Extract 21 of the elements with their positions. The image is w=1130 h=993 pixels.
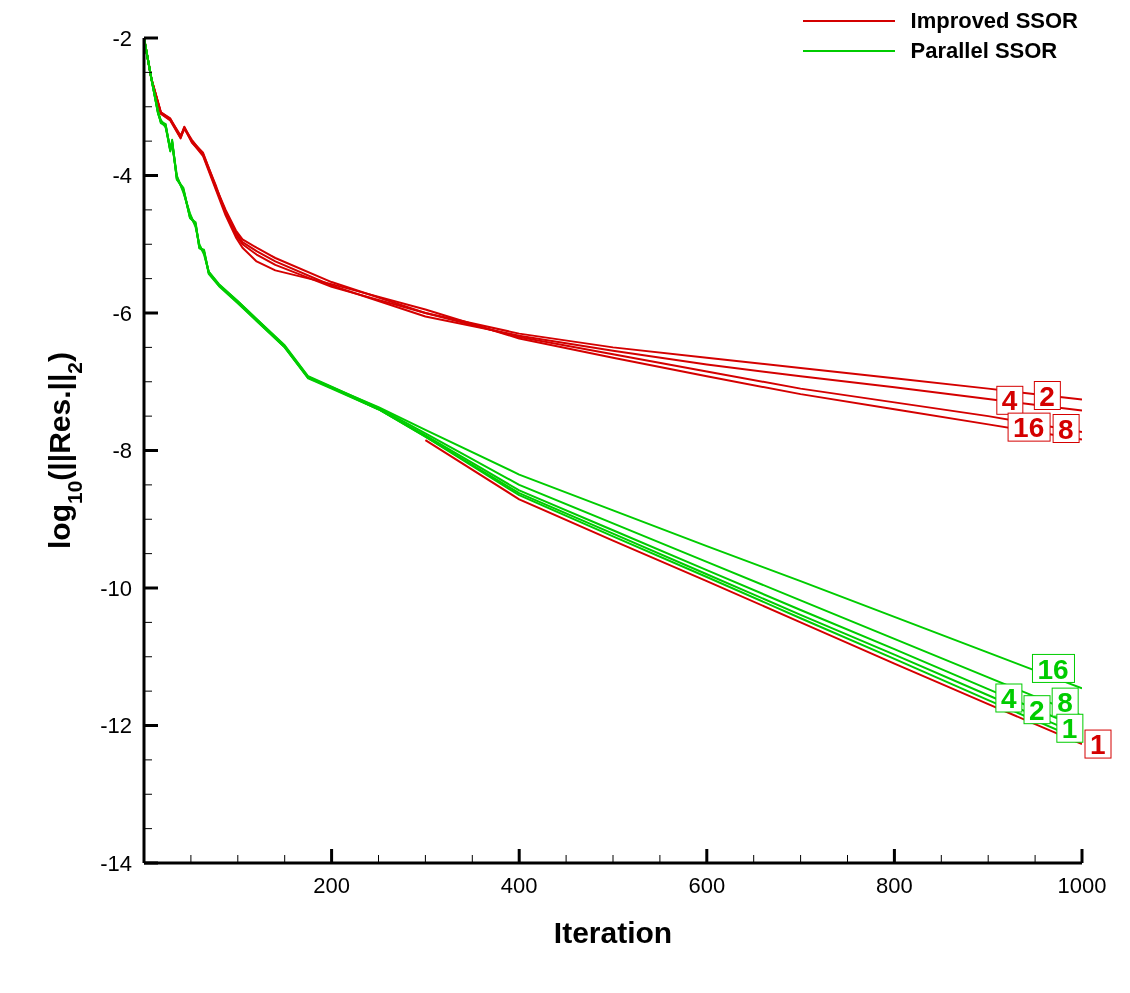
y-tick-label: -2 — [112, 25, 132, 51]
y-tick-label: -4 — [112, 163, 132, 189]
x-tick-label: 600 — [688, 872, 726, 898]
annotation: 16 — [1037, 653, 1069, 685]
y-tick-label: -14 — [100, 850, 132, 876]
x-tick-label: 800 — [876, 872, 913, 898]
legend-label: Improved SSOR — [910, 8, 1078, 34]
annotation: 8 — [1058, 413, 1074, 445]
annotation: 2 — [1039, 380, 1055, 412]
y-tick-label: -8 — [112, 438, 132, 464]
y-tick-label: -6 — [112, 300, 132, 326]
legend-label: Parallel SSOR — [910, 38, 1058, 64]
annotation: 1 — [1090, 729, 1106, 761]
y-tick-label: -10 — [100, 575, 132, 601]
annotation: 4 — [1000, 683, 1017, 715]
x-axis-title: Iteration — [553, 916, 673, 949]
x-tick-label: 1000 — [1057, 872, 1107, 898]
y-tick-label: -12 — [100, 713, 132, 739]
annotation: 2 — [1029, 694, 1045, 726]
x-tick-label: 200 — [313, 872, 350, 898]
x-tick-label: 400 — [500, 872, 538, 898]
